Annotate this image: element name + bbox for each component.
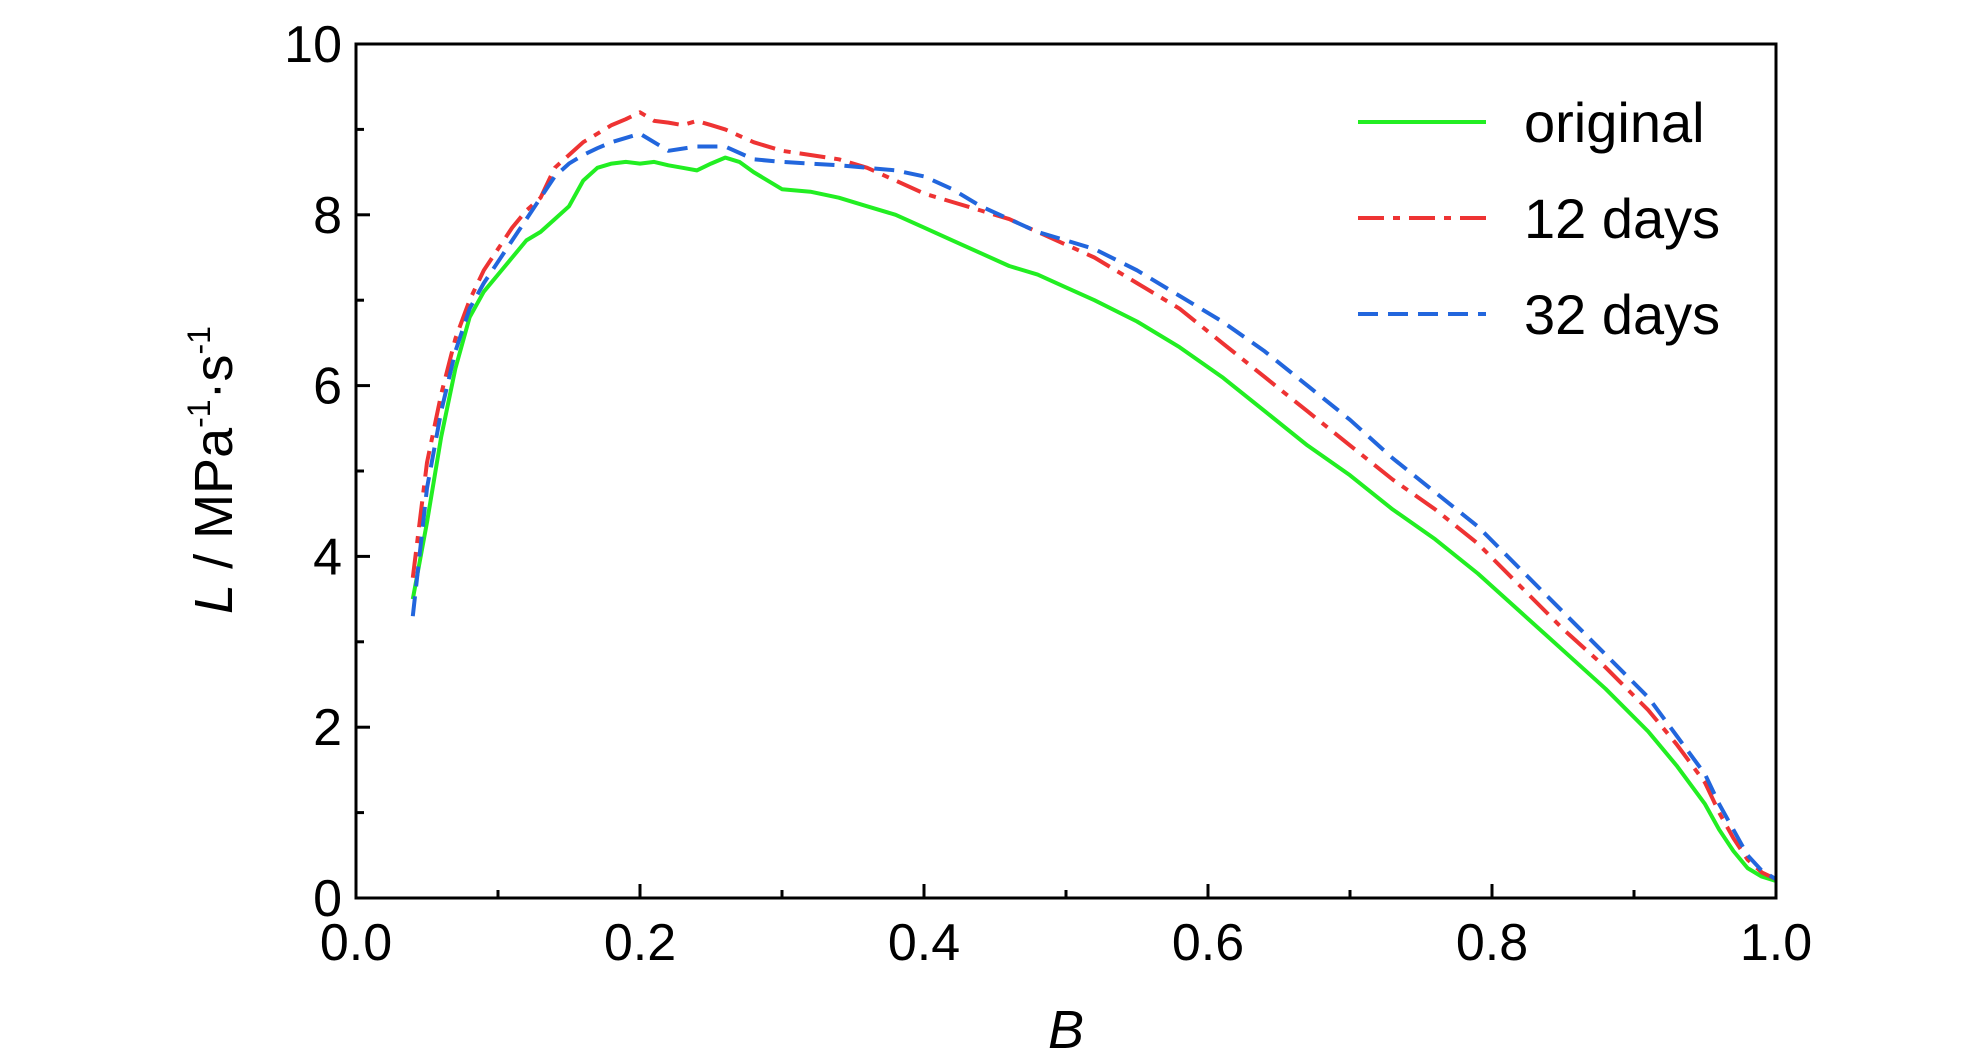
legend: original 12 days 32 days <box>1358 91 1720 346</box>
y-axis-variable: L <box>184 584 244 614</box>
x-tick-label: 0.2 <box>604 914 676 972</box>
y-axis-unit-base: / MPa <box>184 427 244 584</box>
y-axis-unit-mid: ·s <box>184 354 244 399</box>
tick-labels: 0.0 0.2 0.4 0.6 0.8 1.0 0 2 4 6 8 10 <box>284 16 1812 972</box>
x-tick-label: 0.8 <box>1456 914 1528 972</box>
legend-label: original <box>1524 91 1705 154</box>
series-line-32-days <box>410 131 1778 881</box>
y-axis-title: L / MPa-1·s-1 <box>181 326 244 614</box>
y-tick-label: 10 <box>284 16 342 74</box>
y-axis-exp2: -1 <box>181 326 217 354</box>
legend-label: 12 days <box>1524 187 1720 250</box>
legend-label: 32 days <box>1524 283 1720 346</box>
x-tick-label: 0.0 <box>320 914 392 972</box>
plot-frame <box>354 42 1778 900</box>
y-tick-label: 2 <box>313 699 342 757</box>
ticks-layer <box>354 42 1778 900</box>
series-line-original <box>410 155 1777 883</box>
x-axis-title: B <box>1048 1000 1084 1060</box>
y-tick-label: 0 <box>313 870 342 928</box>
series-layer <box>410 110 1778 883</box>
y-tick-label: 8 <box>313 187 342 245</box>
y-tick-label: 6 <box>313 358 342 416</box>
x-tick-label: 0.6 <box>1172 914 1244 972</box>
y-tick-label: 4 <box>313 528 342 586</box>
y-axis-exp1: -1 <box>181 399 217 427</box>
x-tick-label: 0.4 <box>888 914 960 972</box>
x-tick-label: 1.0 <box>1740 914 1812 972</box>
